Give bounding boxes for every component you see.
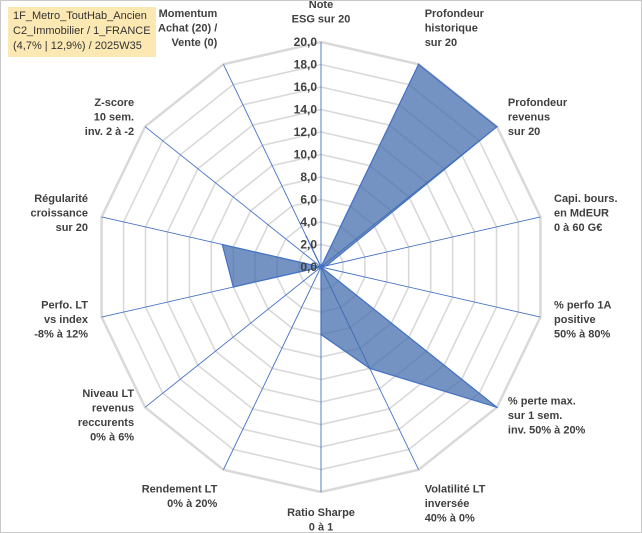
axis-label: sur 20 <box>425 37 457 49</box>
axis-spoke <box>144 126 322 268</box>
axis-label: Perfo. LT <box>41 299 88 311</box>
data-point <box>320 266 322 268</box>
tick-label: 12,0 <box>294 125 318 139</box>
axis-label: revenus <box>92 403 134 415</box>
axis-label: Capi. bours. <box>554 193 618 205</box>
axis-label: inv. 2 à -2 <box>85 126 134 138</box>
axis-label: Volatilité LT <box>425 483 486 495</box>
axis-label: % perte max. <box>508 395 576 407</box>
data-point <box>232 286 235 288</box>
axis-label: sur 20 <box>508 126 540 138</box>
axis-label: 50% à 80% <box>554 328 610 340</box>
axis-spoke <box>222 64 322 268</box>
tick-label: 4,0 <box>300 215 317 229</box>
axis-label: inv. 50% à 20% <box>508 424 586 436</box>
axis-spoke <box>320 216 541 268</box>
axis-label: en MdEUR <box>554 208 609 220</box>
title-line-2: C2_Immobilier / 1_FRANCE <box>13 25 151 37</box>
axis-label: Ratio Sharpe <box>287 507 355 519</box>
tick-label: 6,0 <box>300 193 317 207</box>
axis-label: Profondeur <box>425 8 485 20</box>
data-point <box>320 333 322 336</box>
axis-label: reccurents <box>78 417 134 429</box>
axis-label: -8% à 12% <box>34 328 88 340</box>
tick-label: 2,0 <box>300 238 317 252</box>
axis-label: 0 à 1 <box>309 522 333 533</box>
axis-label: % perfo 1A <box>554 299 612 311</box>
axis-label: Rendement LT <box>142 483 218 495</box>
tick-label: 20,0 <box>294 35 318 49</box>
title-line-3: (4,7% | 12,9%) / 2025W35 <box>13 40 142 52</box>
axis-label: 0 à 60 G€ <box>554 222 602 234</box>
axis-label: Note <box>309 1 333 11</box>
data-point <box>305 235 308 238</box>
axis-label: 10 sem. <box>94 112 134 124</box>
data-area <box>221 63 498 408</box>
data-point <box>496 406 498 409</box>
axis-label: Niveau LT <box>82 388 134 400</box>
tick-label: 8,0 <box>300 170 317 184</box>
data-point <box>496 125 498 128</box>
tick-label: 0,0 <box>300 260 317 274</box>
axis-label: Profondeur <box>508 97 568 109</box>
tick-label: 18,0 <box>294 58 318 72</box>
axis-label: croissance <box>31 208 88 220</box>
axis-label: revenus <box>508 112 550 124</box>
axis-spoke <box>222 266 322 470</box>
chart-title-box: 1F_Metro_ToutHab_Ancien C2_Immobilier / … <box>8 7 156 57</box>
axis-label: Régularité <box>34 193 88 205</box>
data-point <box>417 63 420 66</box>
tick-label: 14,0 <box>294 103 318 117</box>
data-point <box>325 264 328 267</box>
axis-label: ESG sur 20 <box>292 14 351 26</box>
axis-label: Vente (0) <box>171 37 217 49</box>
axis-label: Achat (20) / <box>158 23 217 35</box>
axis-label: 0% à 6% <box>90 432 134 444</box>
data-point <box>369 367 371 370</box>
axis-label: Z-score <box>94 97 134 109</box>
axis-label: sur 1 sem. <box>508 410 562 422</box>
axis-label: Momentum <box>159 8 218 20</box>
tick-label: 16,0 <box>294 80 318 94</box>
tick-label: 10,0 <box>294 148 318 162</box>
axis-label: vs index <box>44 314 89 326</box>
axis-label: historique <box>425 23 478 35</box>
axis-label: sur 20 <box>56 222 88 234</box>
axis-spoke <box>320 266 541 318</box>
axis-spoke <box>144 266 322 408</box>
axis-label: inversée <box>425 498 470 510</box>
axis-label: 40% à 0% <box>425 512 475 524</box>
title-line-1: 1F_Metro_ToutHab_Ancien <box>13 10 147 22</box>
axis-label: 0% à 20% <box>167 498 217 510</box>
axis-label: positive <box>554 314 596 326</box>
data-point <box>221 243 224 246</box>
